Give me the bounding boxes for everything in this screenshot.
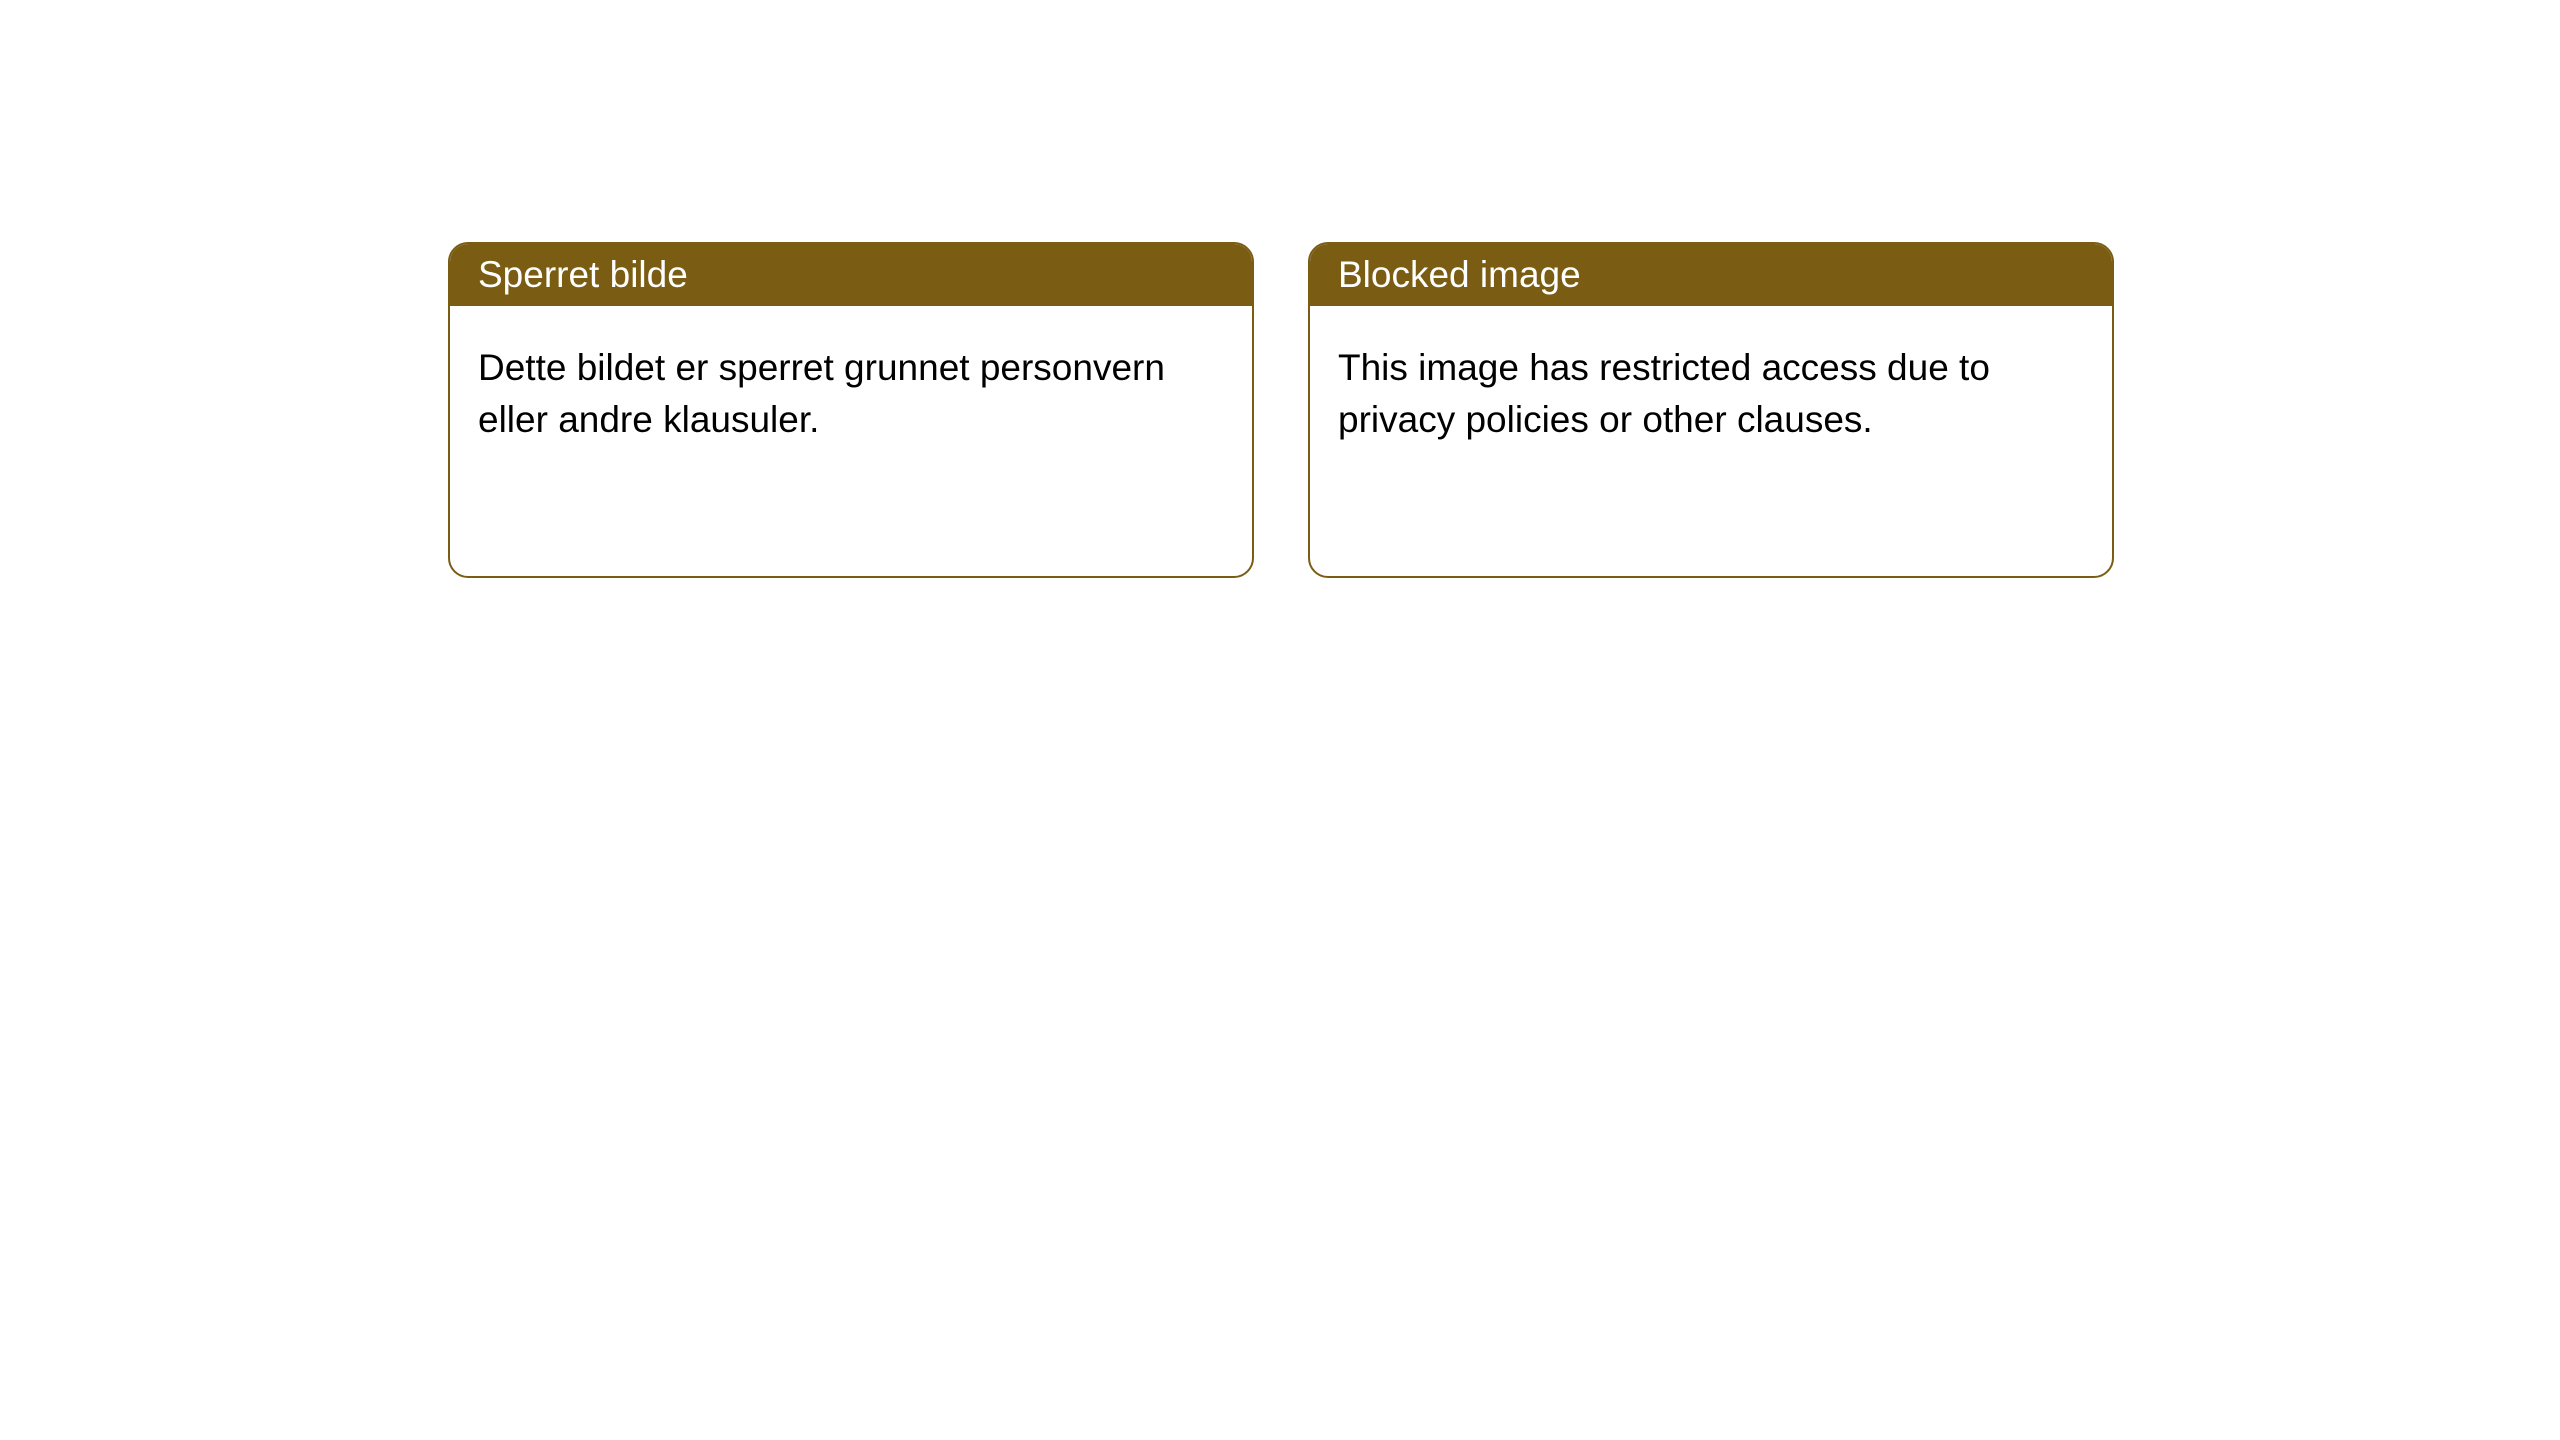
card-message: Dette bildet er sperret grunnet personve… [478,347,1165,440]
notice-card-norwegian: Sperret bilde Dette bildet er sperret gr… [448,242,1254,578]
notice-container: Sperret bilde Dette bildet er sperret gr… [0,0,2560,578]
notice-card-english: Blocked image This image has restricted … [1308,242,2114,578]
card-body: This image has restricted access due to … [1310,306,2112,482]
card-message: This image has restricted access due to … [1338,347,1990,440]
card-body: Dette bildet er sperret grunnet personve… [450,306,1252,482]
card-header: Blocked image [1310,244,2112,306]
card-header: Sperret bilde [450,244,1252,306]
card-title: Blocked image [1338,254,1581,295]
card-title: Sperret bilde [478,254,688,295]
